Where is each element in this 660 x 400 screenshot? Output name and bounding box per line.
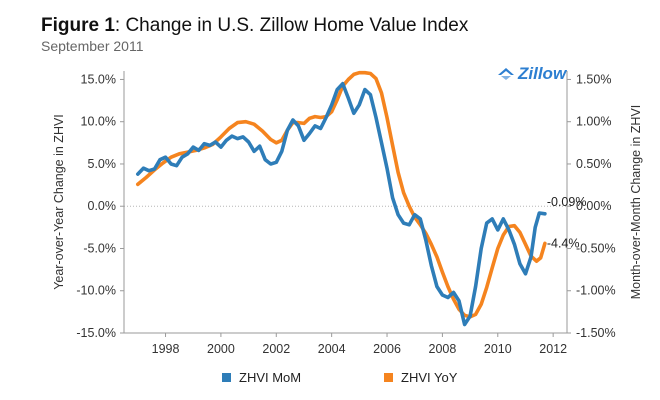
x-tick-label: 2010 bbox=[484, 342, 512, 356]
y-right-tick-label: -0.50% bbox=[576, 241, 616, 255]
legend-item-yoy: ZHVI YoY bbox=[384, 370, 457, 385]
yoy-end-label: -4.4% bbox=[547, 236, 580, 250]
title-text: : Change in U.S. Zillow Home Value Index bbox=[114, 15, 469, 36]
series-line-yoy bbox=[136, 70, 547, 319]
y-left-tick-label: -15.0% bbox=[76, 326, 116, 340]
x-tick-label: 2012 bbox=[539, 342, 567, 356]
title-block: Figure 1: Change in U.S. Zillow Home Val… bbox=[41, 15, 468, 55]
series-layer bbox=[136, 70, 547, 327]
y-left-tick-label: -10.0% bbox=[76, 284, 116, 298]
axes: 15.0% 10.0% 5.0% 0.0% -5.0% -10.0% -15.0% 1.50%… bbox=[52, 71, 643, 356]
legend-swatch-yoy bbox=[384, 373, 393, 382]
y-left-axis-title: Year-over-Year Change in ZHVI bbox=[52, 114, 66, 290]
mom-end-label: -0.09% bbox=[547, 195, 587, 209]
chart-subtitle: September 2011 bbox=[41, 38, 144, 54]
y-left-tick-label: -5.0% bbox=[83, 241, 116, 255]
legend-item-mom: ZHVI MoM bbox=[222, 370, 301, 385]
y-right-tick-label: 0.50% bbox=[576, 157, 611, 171]
legend-label-mom: ZHVI MoM bbox=[239, 370, 302, 385]
house-icon bbox=[498, 68, 514, 80]
y-right-tick-label: 0.00% bbox=[576, 199, 611, 213]
legend-swatch-mom bbox=[222, 373, 231, 382]
y-right-tick-label: 1.50% bbox=[576, 72, 611, 86]
figure-label: Figure 1 bbox=[41, 15, 115, 36]
x-tick-label: 2006 bbox=[373, 342, 401, 356]
chart-title: Figure 1: Change in U.S. Zillow Home Val… bbox=[41, 15, 468, 37]
zillow-logo: Zillow bbox=[496, 64, 566, 84]
series-line-mom bbox=[136, 81, 547, 327]
x-tick-label: 1998 bbox=[152, 342, 180, 356]
x-tick-label: 2002 bbox=[262, 342, 290, 356]
x-tick-label: 2004 bbox=[318, 342, 346, 356]
legend: ZHVI MoM ZHVI YoY bbox=[0, 370, 660, 390]
y-left-tick-label: 5.0% bbox=[88, 157, 117, 171]
y-right-axis-title: Month-over-Month Change in ZHVI bbox=[629, 105, 643, 300]
y-left-tick-label: 10.0% bbox=[81, 115, 116, 129]
y-left-tick-label: 15.0% bbox=[81, 72, 116, 86]
legend-label-yoy: ZHVI YoY bbox=[401, 370, 458, 385]
y-left-tick-label: 0.0% bbox=[88, 199, 117, 213]
logo-text: Zillow bbox=[518, 64, 567, 83]
y-right-tick-label: 1.00% bbox=[576, 115, 611, 129]
label-layer: -0.09% -4.4% bbox=[547, 195, 587, 251]
y-right-tick-label: -1.50% bbox=[576, 326, 616, 340]
x-tick-label: 2008 bbox=[429, 342, 457, 356]
x-tick-label: 2000 bbox=[207, 342, 235, 356]
y-right-tick-label: -1.00% bbox=[576, 284, 616, 298]
